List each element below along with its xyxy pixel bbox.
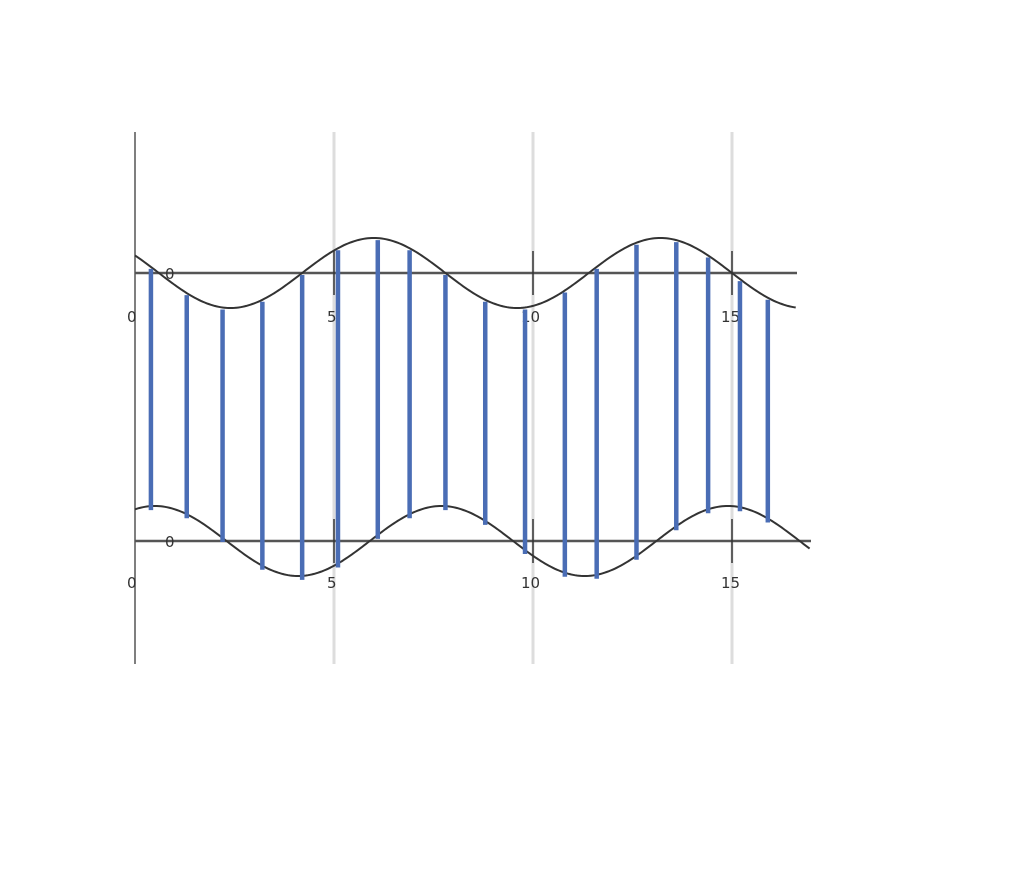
grid-lines xyxy=(332,132,734,664)
top-tick-label-5: 5 xyxy=(327,308,337,326)
bottom-zero-label: 0 xyxy=(165,533,175,551)
bottom-wave-curve xyxy=(134,505,811,577)
top-zero-label: 0 xyxy=(165,265,175,283)
connecting-sticks xyxy=(148,240,771,580)
bottom-tick-label-0: 0 xyxy=(127,574,137,592)
bottom-tick-label-5: 5 xyxy=(327,574,337,592)
bottom-wave-panel: 0 0 5 10 15 xyxy=(127,505,811,592)
top-tick-label-0: 0 xyxy=(127,308,137,326)
top-wave-curve xyxy=(134,237,796,309)
bottom-tick-label-15: 15 xyxy=(721,574,740,592)
top-wave-panel: 0 0 5 10 15 xyxy=(127,237,797,326)
bottom-tick-label-10: 10 xyxy=(521,574,540,592)
top-tick-label-15: 15 xyxy=(721,308,740,326)
